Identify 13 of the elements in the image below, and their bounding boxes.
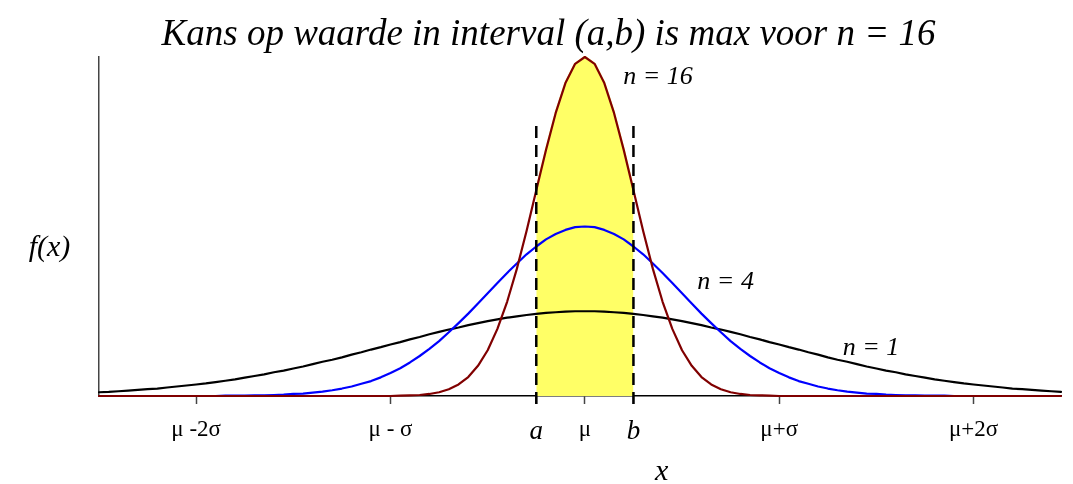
chart-title: Kans op waarde in interval (a,b) is max voor n = 16: [160, 12, 936, 54]
x-tick-label: μ - σ: [368, 415, 414, 441]
series-label: n = 4: [697, 265, 754, 295]
x-tick-label: a: [529, 415, 544, 446]
y-axis-title: f(x): [28, 229, 71, 264]
x-tick-label: μ: [578, 415, 592, 441]
series-label: n = 1: [842, 331, 900, 361]
series-label: n = 16: [623, 60, 693, 90]
x-tick-label: b: [626, 415, 641, 446]
x-tick-label: μ -2σ: [171, 415, 222, 441]
x-tick-label: μ+2σ: [948, 415, 999, 441]
x-tick-label: μ+σ: [760, 415, 799, 441]
x-axis-title: x: [654, 453, 670, 484]
